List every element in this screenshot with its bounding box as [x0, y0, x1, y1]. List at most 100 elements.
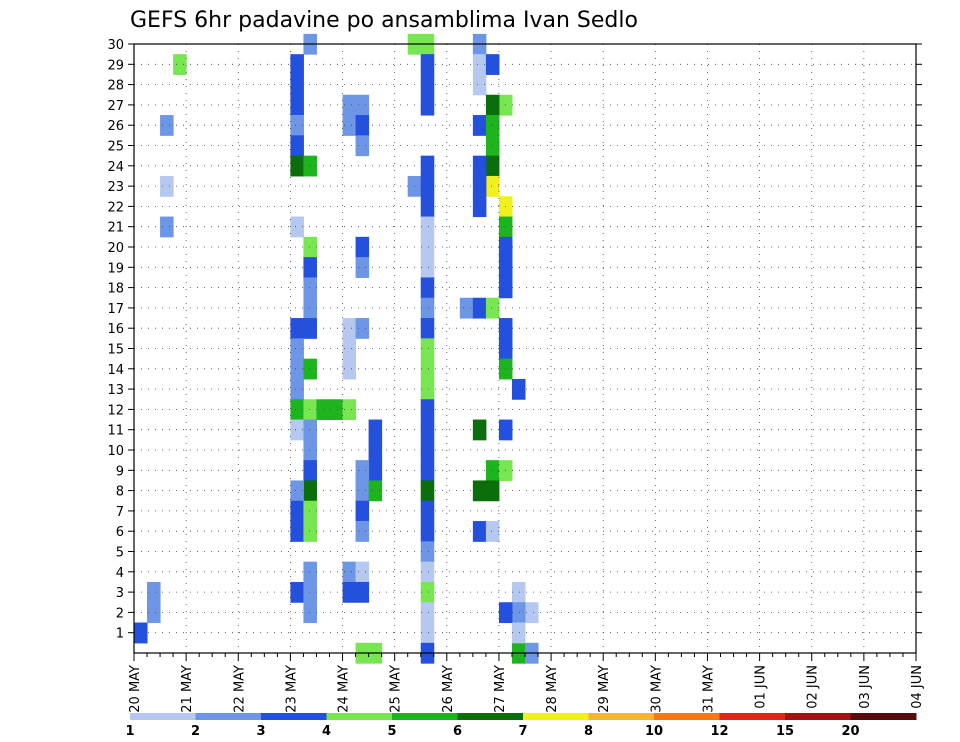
heatmap-cell: [342, 318, 357, 339]
legend-label: 7: [518, 724, 527, 739]
legend-swatch: [850, 713, 917, 720]
x-tick-label: 25 MAY: [389, 665, 404, 713]
heatmap-cell: [134, 622, 148, 644]
legend-label: 4: [322, 724, 331, 739]
heatmap-cell: [472, 175, 487, 197]
heatmap-cell: [303, 602, 317, 624]
x-tick-label: 27 MAY: [493, 665, 508, 713]
legend-swatch: [654, 713, 720, 720]
heatmap-cell: [420, 460, 435, 481]
heatmap-cell: [342, 115, 357, 136]
heatmap-cell: [303, 460, 317, 481]
y-tick-label: 2: [116, 606, 124, 621]
heatmap-cell: [420, 257, 435, 278]
x-axis: 20 MAY 21 MAY 22 MAY 23 MAY 24 MAY 25 MAY 26 M…: [128, 653, 925, 713]
heatmap-cell: [485, 175, 500, 197]
chart-title: GEFS 6hr padavine po ansamblima Ivan Sed…: [130, 8, 638, 33]
heatmap-cell: [420, 439, 435, 461]
heatmap-cell: [303, 521, 317, 542]
heatmap-cell: [472, 196, 487, 218]
heatmap-cell: [459, 297, 474, 319]
heatmap-cell: [303, 581, 317, 603]
heatmap-cell: [420, 581, 435, 603]
heatmap-cell: [420, 318, 435, 339]
heatmap-cell: [355, 257, 370, 278]
heatmap-cell: [355, 460, 370, 481]
y-tick-label: 16: [107, 322, 124, 337]
legend-label: 5: [387, 724, 396, 739]
heatmap-cell: [485, 94, 500, 116]
heatmap-cell: [368, 419, 383, 441]
heatmap-cell: [420, 521, 435, 542]
heatmap-cell: [420, 94, 435, 116]
heatmap-cell: [485, 54, 500, 75]
x-tick-label: 26 MAY: [441, 665, 456, 713]
heatmap-cell: [525, 602, 539, 624]
legend-label: 12: [710, 724, 728, 739]
y-tick-label: 13: [107, 383, 124, 398]
y-tick-label: 27: [107, 99, 124, 114]
heatmap-cell: [420, 155, 435, 177]
x-tick-label: 02 JUN: [806, 665, 821, 709]
heatmap-cell: [147, 581, 161, 603]
heatmap-cell: [420, 277, 435, 299]
heatmap-cell: [511, 378, 526, 400]
y-tick-label: 7: [116, 505, 124, 520]
heatmap-cell: [303, 480, 317, 502]
heatmap-cell: [342, 94, 357, 116]
y-tick-label: 6: [116, 525, 124, 540]
y-tick-label: 20: [107, 241, 124, 256]
heatmap-cell: [472, 297, 487, 319]
heatmap-cell: [290, 216, 304, 238]
heatmap-cell: [147, 602, 161, 624]
heatmap-cell: [485, 521, 500, 542]
heatmap-cell: [303, 318, 317, 339]
heatmap-cell: [290, 581, 304, 603]
y-tick-label: 4: [116, 566, 124, 581]
x-tick-label: 01 JUN: [754, 665, 769, 709]
y-tick-label: 25: [107, 140, 124, 155]
heatmap-cell: [472, 54, 487, 75]
legend-swatch: [130, 713, 196, 720]
heatmap-cell: [303, 257, 317, 278]
y-tick-label: 23: [107, 180, 124, 195]
x-tick-label: 04 JUN: [910, 665, 925, 709]
heatmap-cell: [368, 439, 383, 461]
heatmap-cell: [355, 581, 370, 603]
heatmap-cell: [472, 74, 487, 96]
heatmap-cell: [290, 338, 304, 360]
y-tick-label: 8: [116, 485, 124, 500]
heatmap-cell: [290, 358, 304, 380]
heatmap-cell: [342, 561, 357, 583]
heatmap-cell: [290, 480, 304, 502]
heatmap-cells: [134, 33, 539, 664]
y-tick-label: 15: [107, 343, 124, 358]
heatmap-cell: [290, 94, 304, 116]
y-tick-label: 14: [107, 363, 124, 378]
y-tick-label: 9: [116, 464, 124, 479]
heatmap-cell: [290, 419, 304, 441]
heatmap-cell: [420, 297, 435, 319]
legend-swatch: [195, 713, 262, 720]
heatmap-cell: [290, 54, 304, 75]
heatmap-cell: [342, 338, 357, 360]
legend-swatch: [326, 713, 393, 720]
heatmap-cell: [290, 155, 304, 177]
legend-label: 10: [645, 724, 663, 739]
heatmap-cell: [303, 277, 317, 299]
y-tick-label: 30: [107, 38, 124, 53]
heatmap-cell: [355, 521, 370, 542]
heatmap-cell: [420, 236, 435, 258]
x-tick-label: 31 MAY: [701, 665, 716, 713]
y-tick-label: 19: [107, 261, 124, 276]
legend-swatch: [523, 713, 589, 720]
heatmap-cell: [472, 115, 487, 136]
heatmap-cell: [303, 500, 317, 522]
heatmap-cell: [485, 297, 500, 319]
heatmap-cell: [355, 480, 370, 502]
heatmap-cell: [368, 460, 383, 481]
heatmap-cell: [420, 622, 435, 644]
y-tick-label: 17: [107, 302, 124, 317]
heatmap-cell: [342, 581, 357, 603]
